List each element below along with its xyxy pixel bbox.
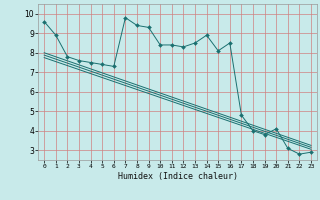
X-axis label: Humidex (Indice chaleur): Humidex (Indice chaleur) <box>118 172 238 181</box>
